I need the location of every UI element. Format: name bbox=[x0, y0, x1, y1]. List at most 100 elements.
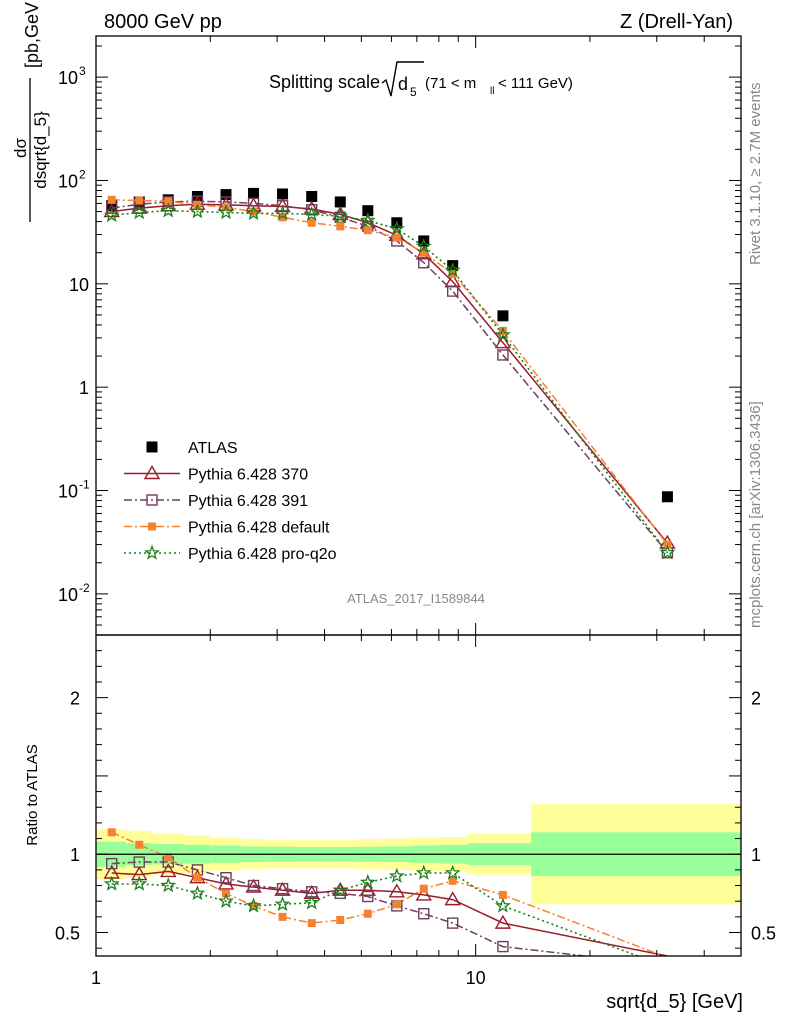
p391-marker bbox=[418, 908, 430, 920]
pdefault-marker bbox=[164, 197, 173, 206]
mcplots-label: mcplots.cern.ch [arXiv:1306.3436] bbox=[747, 401, 764, 628]
p391-marker bbox=[446, 917, 459, 929]
pq2o-marker bbox=[144, 544, 160, 560]
plot-title: Splitting scale d 5 (71 < m ll < 111 GeV… bbox=[269, 61, 573, 99]
x-tick-label: 1 bbox=[91, 968, 101, 988]
pdefault-marker bbox=[448, 876, 457, 885]
plot-title-var-sub: 5 bbox=[410, 85, 417, 99]
p391-marker bbox=[446, 285, 459, 297]
y-axis-label-upper: dσ dsqrt{d_5} [pb,GeV -1 ] bbox=[11, 2, 50, 222]
pdefault-marker bbox=[164, 853, 173, 862]
p391-marker bbox=[247, 879, 260, 892]
y-tick-label-upper: 10 bbox=[58, 482, 78, 502]
pdefault-marker bbox=[278, 912, 287, 921]
pq2o-marker bbox=[415, 864, 432, 880]
header-right: Z (Drell-Yan) bbox=[620, 11, 733, 33]
plot-title-var: d bbox=[398, 74, 408, 94]
pdefault-marker bbox=[307, 218, 316, 227]
y-label-den: dsqrt{d_5} bbox=[31, 111, 50, 189]
pq2o-marker bbox=[189, 203, 206, 219]
pdefault-marker bbox=[307, 919, 316, 928]
p391-marker bbox=[276, 882, 289, 895]
upper-panel-series bbox=[103, 187, 676, 560]
pdefault-curve-ratio bbox=[111, 831, 666, 956]
y-tick-label-upper: 10 bbox=[69, 275, 89, 295]
pq2o-marker bbox=[103, 206, 120, 223]
pq2o-marker bbox=[659, 544, 676, 560]
pdefault-marker bbox=[392, 900, 401, 909]
p370-marker bbox=[143, 465, 161, 480]
y-tick-label-upper-exp: -1 bbox=[79, 478, 90, 492]
legend-label-pdefault: Pythia 6.428 default bbox=[188, 520, 330, 537]
y-tick-label-lower: 2 bbox=[70, 689, 80, 709]
pq2o-marker bbox=[131, 204, 148, 220]
pdefault-curve-upper bbox=[111, 199, 668, 546]
legend-label-pq2o: Pythia 6.428 pro-q2o bbox=[188, 546, 337, 563]
p370-marker bbox=[131, 866, 148, 881]
plot-title-range-a: (71 < m bbox=[425, 75, 476, 92]
y-tick-label-lower: 0.5 bbox=[55, 924, 80, 944]
pq2o-marker bbox=[103, 875, 120, 891]
pq2o-marker bbox=[359, 874, 376, 890]
atlas-data-point bbox=[146, 441, 158, 453]
pq2o-marker bbox=[388, 220, 405, 236]
p391-curve-ratio bbox=[111, 861, 592, 956]
y-tick-label-upper: 10 bbox=[58, 585, 78, 605]
legend-label-p370: Pythia 6.428 370 bbox=[188, 467, 308, 484]
y-tick-label-upper: 1 bbox=[79, 378, 89, 398]
atlas-data-point bbox=[248, 187, 260, 199]
pq2o-marker bbox=[218, 892, 234, 908]
p370-marker bbox=[359, 881, 377, 896]
pdefault-marker bbox=[363, 909, 372, 918]
p391-marker bbox=[362, 890, 374, 903]
pq2o-curve-ratio bbox=[111, 872, 641, 956]
y-tick-label-lower: 1 bbox=[70, 845, 80, 865]
p370-marker bbox=[303, 884, 320, 900]
p370-marker bbox=[131, 199, 148, 214]
legend: ATLAS Pythia 6.428 370 Pythia 6.428 391 Pyt… bbox=[124, 440, 337, 563]
lower-panel-frame bbox=[95, 634, 742, 957]
pdefault-marker bbox=[148, 522, 156, 531]
rivet-label: Rivet 3.1.10, ≥ 2.7M events bbox=[747, 83, 764, 266]
pq2o-marker bbox=[415, 238, 432, 254]
pq2o-marker bbox=[444, 262, 461, 278]
y-tick-label-lower-right: 2 bbox=[751, 689, 761, 709]
x-axis-label: sqrt{d_5} [GeV] bbox=[606, 991, 743, 1013]
p391-marker bbox=[133, 856, 145, 868]
p391-marker bbox=[146, 494, 158, 506]
pdefault-marker bbox=[135, 196, 144, 205]
pq2o-marker bbox=[332, 881, 349, 897]
sqrt-symbol bbox=[381, 61, 424, 97]
pq2o-marker bbox=[160, 877, 177, 893]
lower-panel-series bbox=[103, 828, 668, 956]
atlas-data-point bbox=[362, 205, 374, 217]
y-label-num: dσ bbox=[11, 138, 30, 158]
p370-marker bbox=[444, 891, 461, 906]
atlas-data-point bbox=[220, 189, 232, 201]
p370-marker bbox=[415, 886, 432, 901]
p391-marker bbox=[418, 257, 430, 269]
pdefault-marker bbox=[107, 195, 116, 204]
atlas-data-point bbox=[277, 188, 289, 200]
pq2o-marker bbox=[359, 212, 376, 228]
y-tick-label-upper: 10 bbox=[58, 171, 78, 191]
atlas-data-point bbox=[334, 196, 346, 208]
header-left: 8000 GeV pp bbox=[104, 11, 222, 33]
pdefault-marker bbox=[392, 233, 401, 242]
p391-marker bbox=[334, 887, 346, 900]
pdefault-marker bbox=[278, 213, 287, 222]
y-tick-label-lower-right: 0.5 bbox=[751, 924, 776, 944]
pq2o-marker bbox=[332, 207, 349, 224]
atlas-data-point bbox=[306, 190, 318, 202]
pdefault-marker bbox=[419, 884, 428, 893]
pq2o-marker bbox=[131, 875, 148, 891]
pdefault-marker bbox=[498, 326, 507, 335]
pdefault-marker bbox=[363, 226, 372, 235]
pdefault-marker bbox=[419, 248, 428, 257]
p370-curve-ratio bbox=[111, 870, 668, 956]
p391-curve-upper bbox=[111, 200, 668, 554]
pq2o-marker bbox=[245, 897, 262, 913]
y-axis-label-lower: Ratio to ATLAS bbox=[24, 744, 41, 845]
pdefault-marker bbox=[249, 207, 258, 216]
